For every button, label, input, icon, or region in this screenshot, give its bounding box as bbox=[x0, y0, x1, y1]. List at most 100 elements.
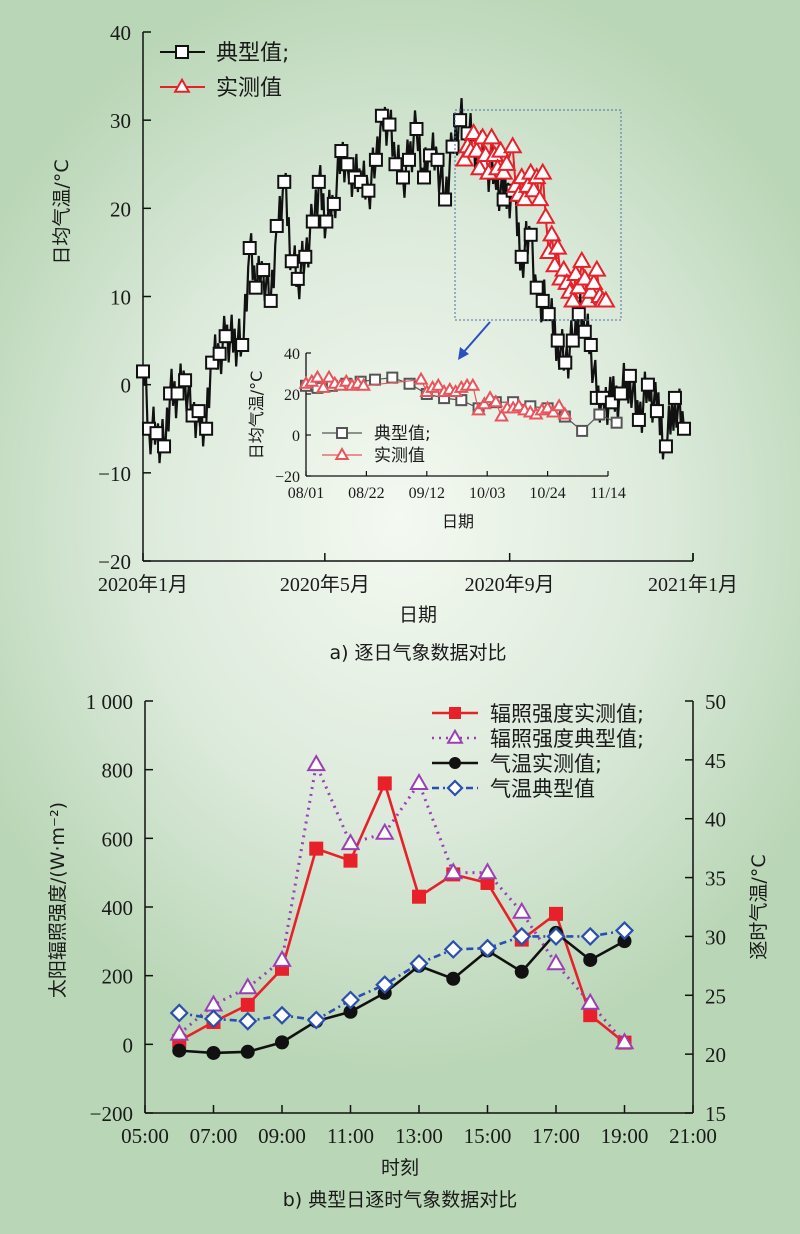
inset-y-tick-label: −20 bbox=[275, 469, 300, 486]
data-point bbox=[549, 906, 563, 921]
data-point bbox=[443, 862, 464, 880]
data-point bbox=[535, 293, 550, 308]
x-tick-label: 21:00 bbox=[669, 1124, 717, 1148]
data-point bbox=[309, 841, 324, 856]
data-point bbox=[443, 939, 463, 959]
data-point bbox=[477, 938, 498, 958]
legend-label: 辐照强度实测值; bbox=[490, 702, 644, 726]
chart-a-daily-temperature: −20 −10 0 10 20 30 40 2020年1月 2020年5月 2020年9月 2021… bbox=[51, 21, 738, 664]
inset-x-tick-label: 10/03 bbox=[469, 485, 505, 502]
series-temperature-typical bbox=[169, 920, 635, 1031]
data-point bbox=[580, 926, 600, 946]
x-tick-label: 15:00 bbox=[464, 1124, 512, 1148]
legend-label: 辐照强度典型值; bbox=[490, 727, 644, 751]
series-line bbox=[141, 98, 686, 464]
data-point bbox=[541, 307, 556, 322]
data-point bbox=[493, 162, 514, 180]
x-tick-label: 13:00 bbox=[395, 1124, 443, 1148]
data-point bbox=[617, 934, 632, 949]
data-point bbox=[409, 121, 424, 136]
x-tick-label: 07:00 bbox=[190, 1124, 238, 1148]
data-point bbox=[514, 189, 535, 207]
inset-data-point bbox=[545, 404, 561, 418]
data-point bbox=[206, 1045, 221, 1060]
data-point bbox=[340, 833, 361, 851]
data-point bbox=[290, 271, 305, 286]
data-point bbox=[566, 264, 586, 282]
data-point bbox=[240, 997, 255, 1012]
data-point bbox=[563, 290, 583, 308]
data-point bbox=[480, 875, 495, 890]
inset-xlabel: 日期 bbox=[442, 512, 474, 531]
data-point bbox=[583, 1008, 598, 1023]
inset-data-point bbox=[315, 379, 331, 393]
right-y-tick-label: 40 bbox=[705, 808, 726, 832]
data-point bbox=[409, 953, 429, 974]
x-tick-label: 2021年1月 bbox=[648, 573, 738, 596]
data-point bbox=[511, 901, 532, 919]
left-y-tick-label: 200 bbox=[102, 965, 134, 989]
inset-x-tick-label: 08/01 bbox=[288, 485, 324, 502]
data-point bbox=[377, 776, 392, 791]
inset-data-point bbox=[576, 424, 589, 437]
data-point bbox=[412, 889, 426, 904]
data-point bbox=[547, 237, 568, 255]
inset-legend-label: 实测值 bbox=[374, 446, 425, 466]
data-point bbox=[502, 136, 523, 154]
data-point bbox=[454, 149, 475, 167]
inset-data-point bbox=[386, 371, 399, 384]
data-point bbox=[178, 373, 193, 388]
inset-data-point bbox=[610, 416, 623, 429]
right-y-tick-label: 30 bbox=[705, 925, 726, 949]
x-tick-label: 17:00 bbox=[532, 1124, 580, 1148]
data-point bbox=[311, 174, 326, 189]
data-point bbox=[238, 1011, 258, 1031]
data-point bbox=[272, 1005, 292, 1025]
data-point bbox=[334, 144, 349, 159]
x-tick-label: 2020年5月 bbox=[280, 573, 370, 596]
data-point bbox=[569, 277, 589, 295]
data-point bbox=[343, 853, 358, 868]
y-tick-label: 10 bbox=[110, 286, 131, 310]
data-point bbox=[546, 953, 566, 971]
legend-label: 气温实测值; bbox=[490, 752, 602, 776]
data-point bbox=[212, 346, 227, 361]
data-point bbox=[577, 324, 592, 339]
y-tick-label: 30 bbox=[110, 109, 131, 133]
data-point bbox=[395, 170, 410, 185]
series-irradiance-typical bbox=[169, 754, 635, 1050]
data-point bbox=[269, 218, 284, 233]
series-measured bbox=[454, 122, 616, 308]
data-point bbox=[263, 293, 278, 308]
x-tick-label: 11:00 bbox=[327, 1124, 374, 1148]
data-point bbox=[658, 439, 673, 454]
chart-a-axes: −20 −10 0 10 20 30 40 2020年1月 2020年5月 2020年9月 2021… bbox=[98, 21, 738, 596]
data-point bbox=[571, 307, 586, 322]
left-y-tick-label: 400 bbox=[102, 896, 134, 920]
chart-a-legend: 典型值; 实测值 bbox=[160, 41, 289, 101]
data-point bbox=[169, 1003, 189, 1023]
data-point bbox=[284, 254, 299, 269]
left-y-tick-label: 800 bbox=[102, 759, 134, 783]
legend-marker bbox=[449, 757, 461, 769]
x-tick-label: 19:00 bbox=[601, 1124, 649, 1148]
chart-a-xlabel: 日期 bbox=[399, 604, 437, 626]
data-point bbox=[306, 754, 327, 772]
y-tick-label: 20 bbox=[110, 197, 131, 221]
legend-label: 气温典型值 bbox=[490, 777, 595, 801]
data-point bbox=[541, 224, 562, 242]
chart-a-series bbox=[136, 98, 691, 464]
y-tick-label: −20 bbox=[98, 550, 131, 574]
data-point bbox=[305, 214, 320, 229]
inset-data-point bbox=[476, 396, 492, 410]
right-y-tick-label: 35 bbox=[705, 867, 726, 891]
inset-data-point bbox=[413, 371, 429, 385]
data-point bbox=[388, 157, 403, 172]
data-point bbox=[401, 152, 416, 167]
right-y-tick-label: 20 bbox=[705, 1043, 726, 1067]
data-point bbox=[306, 1010, 326, 1030]
y-tick-label: 0 bbox=[121, 374, 132, 398]
data-point bbox=[463, 122, 484, 140]
data-point bbox=[191, 404, 206, 419]
inset-data-point bbox=[557, 406, 573, 420]
